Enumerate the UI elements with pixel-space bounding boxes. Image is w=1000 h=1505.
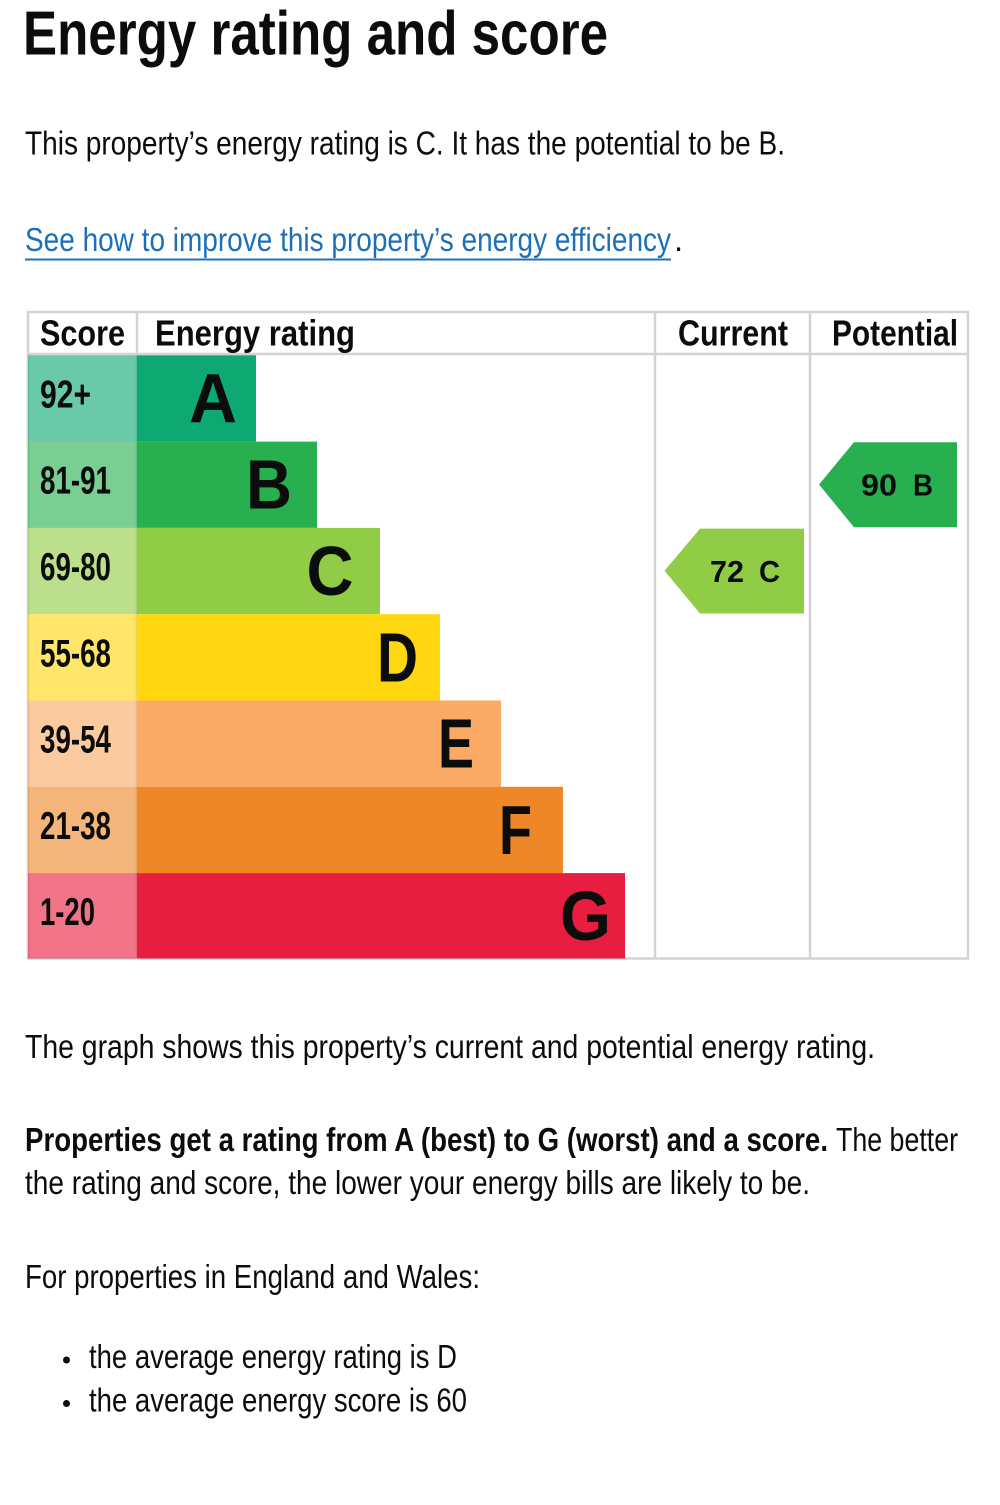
- svg-text:.: .: [674, 221, 683, 258]
- svg-text:G: G: [560, 877, 611, 955]
- svg-text:Score: Score: [40, 313, 125, 354]
- svg-text:the rating and score, the lowe: the rating and score, the lower your ene…: [25, 1164, 810, 1201]
- svg-text:D: D: [377, 618, 418, 696]
- svg-text:E: E: [438, 705, 474, 783]
- svg-text:B: B: [246, 446, 292, 524]
- svg-text:the average energy score is 60: the average energy score is 60: [89, 1382, 467, 1419]
- svg-text:B: B: [913, 467, 933, 502]
- svg-text:F: F: [499, 791, 532, 869]
- svg-text:1-20: 1-20: [40, 891, 95, 934]
- svg-text:81-91: 81-91: [40, 460, 111, 503]
- svg-text:This property’s energy rating: This property’s energy rating is C. It h…: [25, 125, 785, 162]
- svg-text:C: C: [307, 532, 354, 610]
- svg-text:See how to improve this proper: See how to improve this property’s energ…: [25, 221, 671, 258]
- svg-text:A: A: [189, 359, 237, 437]
- svg-text:21-38: 21-38: [40, 805, 111, 848]
- svg-text:The better: The better: [836, 1121, 958, 1158]
- svg-text:39-54: 39-54: [40, 719, 111, 762]
- svg-text:Energy rating and score: Energy rating and score: [23, 0, 608, 69]
- svg-text:55-68: 55-68: [40, 632, 111, 675]
- svg-text:92+: 92+: [40, 373, 91, 416]
- svg-text:72: 72: [710, 554, 744, 589]
- svg-text:For properties in England and: For properties in England and Wales:: [25, 1258, 480, 1295]
- svg-text:Potential: Potential: [832, 313, 958, 354]
- svg-text:Properties get a rating from A: Properties get a rating from A (best) to…: [25, 1121, 828, 1158]
- svg-text:C: C: [759, 554, 780, 589]
- svg-text:Energy rating: Energy rating: [155, 313, 355, 354]
- svg-text:90: 90: [861, 467, 897, 502]
- svg-text:69-80: 69-80: [40, 546, 111, 589]
- svg-text:Current: Current: [678, 313, 788, 354]
- svg-text:The graph shows this property’: The graph shows this property’s current …: [25, 1028, 875, 1065]
- svg-text:the average energy rating is D: the average energy rating is D: [89, 1338, 457, 1375]
